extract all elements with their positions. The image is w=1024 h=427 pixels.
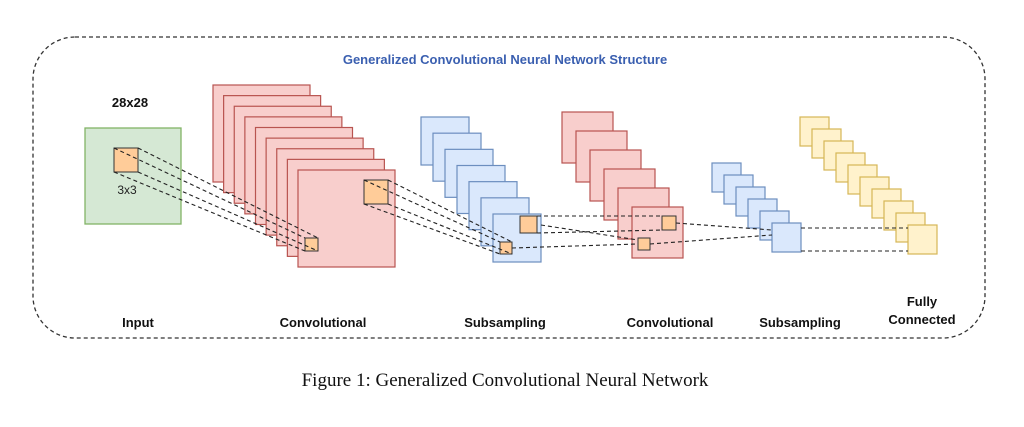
kernel — [113, 147, 139, 173]
stage-label: Subsampling — [464, 315, 546, 330]
frame — [32, 36, 986, 339]
connection — [649, 234, 773, 245]
receptive-field — [363, 179, 389, 205]
connection — [363, 179, 501, 243]
caption: Figure 1: Generalized Convolutional Neur… — [301, 370, 709, 391]
kernel-size: 3x3 — [117, 183, 137, 197]
stage-label: Subsampling — [759, 315, 841, 330]
connection — [511, 243, 639, 249]
input-size: 28x28 — [112, 95, 148, 110]
stage-label: Input — [122, 315, 154, 330]
connection — [675, 222, 773, 231]
receptive-field — [499, 241, 513, 255]
feature-map — [907, 224, 938, 255]
connections — [113, 147, 908, 255]
connection — [137, 147, 319, 239]
connection — [387, 179, 513, 243]
receptive-field — [661, 215, 677, 231]
input-square — [84, 127, 182, 225]
connection — [363, 203, 501, 255]
connection — [540, 224, 639, 241]
stage-label: Fully Connected — [888, 294, 956, 327]
receptive-field — [304, 237, 319, 252]
feature-map — [771, 222, 802, 253]
receptive-field — [637, 237, 651, 251]
receptive-field — [519, 215, 538, 234]
connection — [387, 203, 513, 255]
connection — [137, 171, 319, 252]
connection — [113, 147, 306, 239]
diagram-title: Generalized Convolutional Neural Network… — [342, 52, 668, 67]
stage-label: Convolutional — [279, 315, 367, 330]
stage-label: Convolutional — [626, 315, 714, 330]
layers — [212, 84, 938, 268]
